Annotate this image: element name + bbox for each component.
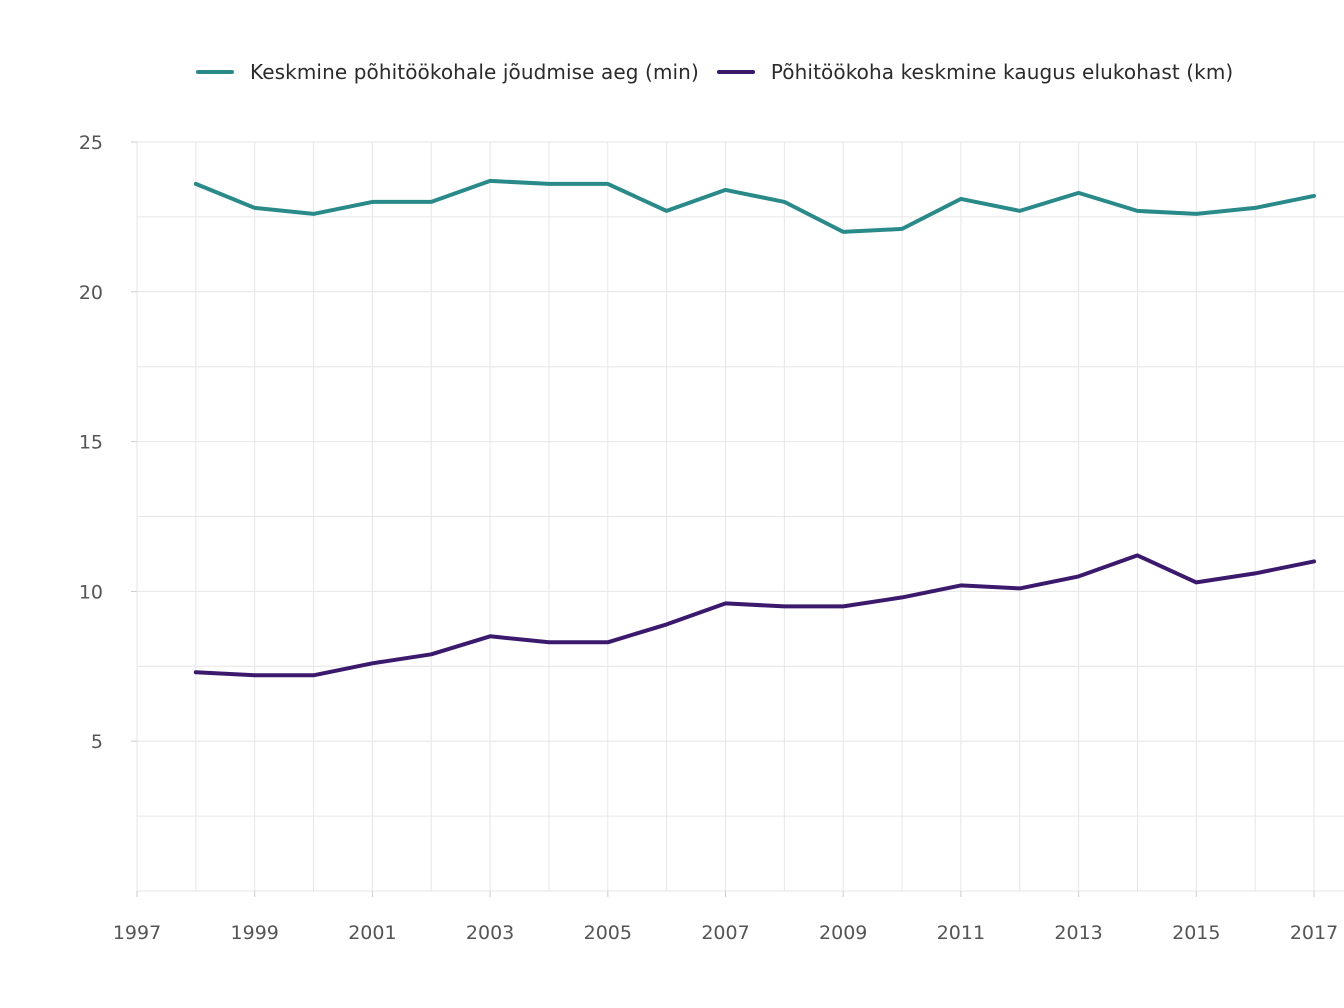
y-tick-label: 5 <box>91 731 103 753</box>
x-tick-label: 2011 <box>937 922 985 944</box>
x-tick-label: 2003 <box>466 922 514 944</box>
x-tick-label: 1999 <box>231 922 279 944</box>
y-tick-label: 25 <box>79 132 103 154</box>
x-tick-label: 2015 <box>1172 922 1220 944</box>
legend-swatch-distance <box>716 70 755 74</box>
legend-item-travel-time: Keskmine põhitöökohale jõudmise aeg (min… <box>196 60 699 84</box>
legend-label-distance: Põhitöökoha keskmine kaugus elukohast (k… <box>770 60 1234 84</box>
y-tick-label: 20 <box>79 282 103 304</box>
y-tick-label: 10 <box>79 581 103 603</box>
axes: 1997 1999 2001 2003 2005 2007 2009 2011 2013 2015… <box>79 132 1338 944</box>
x-tick-label: 2009 <box>819 922 867 944</box>
legend-label-travel-time: Keskmine põhitöökohale jõudmise aeg (min… <box>250 60 699 84</box>
series-line-1 <box>193 178 1316 234</box>
legend-swatch-travel-time <box>196 70 234 74</box>
x-tick-label: 1997 <box>113 922 161 944</box>
x-tick-label: 2001 <box>348 922 396 944</box>
x-tick-label: 2017 <box>1290 922 1338 944</box>
x-tick-label: 2005 <box>584 922 632 944</box>
x-tick-label: 2013 <box>1054 922 1102 944</box>
series-lines <box>193 178 1316 678</box>
x-tick-label: 2007 <box>701 922 749 944</box>
series-line-2 <box>193 553 1316 678</box>
y-tick-label: 15 <box>79 432 103 454</box>
legend: Keskmine põhitöökohale jõudmise aeg (min… <box>196 60 1251 84</box>
legend-item-distance: Põhitöökoha keskmine kaugus elukohast (k… <box>716 60 1234 84</box>
grid <box>136 141 1344 892</box>
